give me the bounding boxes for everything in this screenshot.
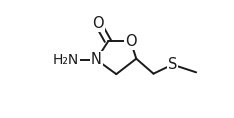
Text: O: O [125,34,137,49]
Text: N: N [91,52,102,67]
Text: O: O [92,16,104,31]
Text: H₂N: H₂N [52,53,79,67]
Text: S: S [168,57,177,72]
